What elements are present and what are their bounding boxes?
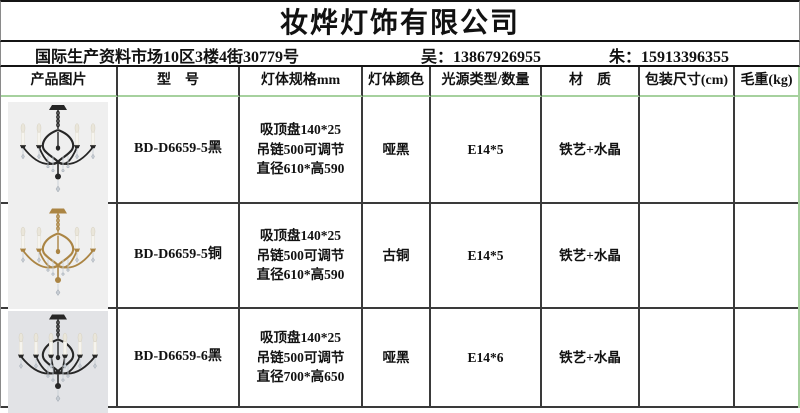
table-row-2-image-cell [1,204,118,309]
product-table: 产品图片 型 号 灯体规格mm 灯体颜色 光源类型/数量 材 质 包装尺寸(cm… [0,67,800,413]
table-row-3-image-cell [1,309,118,413]
spec-line: 直径610*高590 [256,161,345,177]
product-package-size [640,204,735,309]
table-row-1-image-cell [1,97,118,205]
header-body-spec: 灯体规格mm [240,67,363,97]
spec-line: 吊链500可调节 [256,247,345,263]
product-material: 铁艺+水晶 [542,309,640,408]
product-light-source: E14*5 [431,97,542,204]
product-material: 铁艺+水晶 [542,204,640,309]
chandelier-product-photo [8,311,108,413]
product-spec: 吸顶盘140*25 吊链500可调节 直径610*高590 [240,204,363,309]
company-address: 国际生产资料市场10区3楼4街30779号 [35,49,300,66]
product-material: 铁艺+水晶 [542,97,640,204]
company-title: 妆烨灯饰有限公司 [279,8,520,39]
spec-line: 吸顶盘140*25 [260,122,341,138]
contact-row: 国际生产资料市场10区3楼4街30779号 吴：13867926955 朱：15… [0,42,800,67]
product-body-color: 古铜 [363,204,431,309]
chandelier-product-photo [8,102,108,205]
product-gross-weight [735,309,798,408]
chandelier-product-photo [8,205,108,309]
product-model: BD-D6659-5黑 [118,97,240,204]
spec-line: 吊链500可调节 [256,141,345,157]
sheet-title-row: 妆烨灯饰有限公司 [0,0,800,42]
header-body-color: 灯体颜色 [363,67,431,97]
product-package-size [640,309,735,408]
spec-line: 直径610*高590 [256,267,345,283]
contact-phone-zhu: 朱：15913396355 [609,49,730,66]
header-material: 材 质 [542,67,640,97]
header-light-source: 光源类型/数量 [431,67,542,97]
header-product-image: 产品图片 [1,67,118,97]
header-package-size: 包装尺寸(cm) [640,67,735,97]
product-body-color: 哑黑 [363,309,431,408]
product-light-source: E14*5 [431,204,542,309]
spec-line: 吸顶盘140*25 [260,330,341,346]
spec-line: 直径700*高650 [256,369,345,385]
product-spec: 吸顶盘140*25 吊链500可调节 直径610*高590 [240,97,363,204]
product-gross-weight [735,204,798,309]
product-package-size [640,97,735,204]
header-model: 型 号 [118,67,240,97]
header-gross-weight: 毛重(kg) [735,67,798,97]
product-spec: 吸顶盘140*25 吊链500可调节 直径700*高650 [240,309,363,408]
contact-phone-wu: 吴：13867926955 [421,49,542,66]
product-body-color: 哑黑 [363,97,431,204]
spec-line: 吸顶盘140*25 [260,228,341,244]
product-model: BD-D6659-5铜 [118,204,240,309]
product-light-source: E14*6 [431,309,542,408]
product-gross-weight [735,97,798,204]
spec-line: 吊链500可调节 [256,349,345,365]
product-model: BD-D6659-6黑 [118,309,240,408]
